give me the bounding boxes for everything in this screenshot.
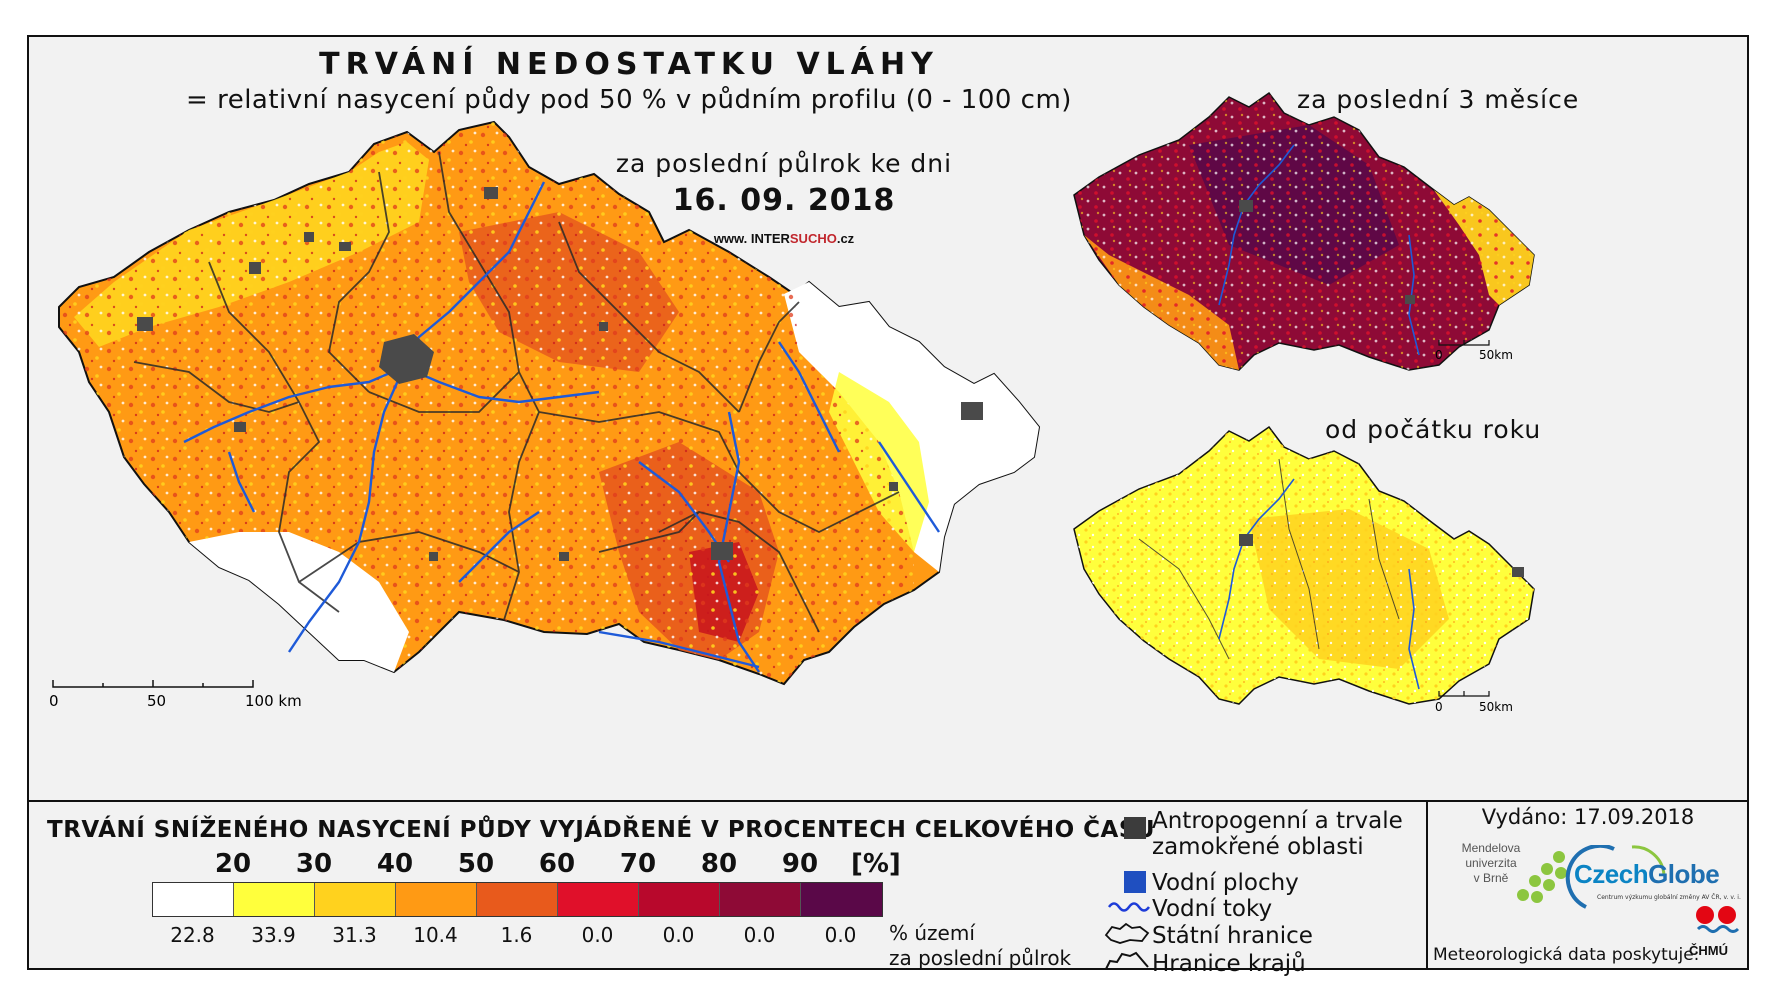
- legend-item-state-border: Státní hranice: [1152, 923, 1313, 949]
- meteo-credit: Meteorologická data poskytuje:: [1433, 945, 1700, 965]
- threshold-40: 40: [376, 849, 414, 879]
- issued-date: Vydáno: 17.09.2018: [1481, 805, 1695, 829]
- color-swatch-1: [153, 883, 234, 916]
- urban-areas: [137, 187, 983, 561]
- state-border-icon: [1104, 922, 1150, 944]
- region-border-icon: [1105, 951, 1149, 970]
- scale-label-50: 50: [147, 692, 166, 710]
- footer-divider: [1426, 800, 1428, 970]
- threshold-80: 80: [700, 849, 738, 879]
- mini-map-3m-title: za poslední 3 měsíce: [1297, 85, 1580, 114]
- percent-class-4: 10.4: [413, 923, 458, 947]
- percent-caption: % území za poslední půlrok: [889, 921, 1072, 970]
- scale-label-0: 0: [49, 692, 59, 710]
- legend-item-urban: Antropogenní a trvale zamokřené oblasti: [1152, 808, 1403, 860]
- color-swatch-2: [234, 883, 315, 916]
- threshold-50: 50: [457, 849, 495, 879]
- color-swatch-6: [558, 883, 639, 916]
- czechglobe-arc-icon: [1565, 845, 1666, 909]
- color-swatch-9: [801, 883, 882, 916]
- percent-class-8: 0.0: [743, 923, 776, 947]
- mini-3m-scale-50: 50km: [1479, 348, 1513, 362]
- threshold-30: 30: [295, 849, 333, 879]
- color-swatch-5: [477, 883, 558, 916]
- region-borders: [133, 151, 900, 633]
- mendel-logo-text: Mendelova univerzita v Brně: [1461, 841, 1521, 885]
- mini-map-3-months: 0 50km: [1073, 91, 1535, 371]
- legend-unit: [%]: [851, 849, 901, 879]
- color-swatch-4: [396, 883, 477, 916]
- mini-ytd-scale-0: 0: [1435, 700, 1443, 714]
- threshold-90: 90: [781, 849, 819, 879]
- scale-label-100: 100 km: [245, 692, 302, 710]
- percent-class-7: 0.0: [662, 923, 695, 947]
- website-link[interactable]: www. INTERSUCHO.cz: [713, 231, 855, 246]
- legend-item-water: Vodní plochy: [1152, 870, 1299, 896]
- map-subtitle: = relativní nasycení půdy pod 50 % v půd…: [186, 85, 1072, 115]
- legend-item-region-border: Hranice krajů: [1152, 951, 1306, 977]
- color-swatch-3: [315, 883, 396, 916]
- main-scale-bar: [52, 680, 254, 688]
- percent-class-6: 0.0: [581, 923, 614, 947]
- color-swatch-8: [720, 883, 801, 916]
- legend-title: TRVÁNÍ SNÍŽENÉHO NASYCENÍ PŮDY VYJÁDŘENÉ…: [47, 817, 1156, 843]
- mendel-dots-icon: [1517, 851, 1567, 903]
- czechglobe-logo: CzechGlobe: [1574, 859, 1720, 889]
- percent-class-1: 22.8: [170, 923, 215, 947]
- dark-square-icon: [1124, 817, 1146, 839]
- period-label: za poslední půlrok ke dni: [615, 149, 953, 178]
- czechglobe-tagline: Centrum výzkumu globální změny AV ČR, v.…: [1597, 894, 1741, 901]
- chmu-logo-icon: [1696, 906, 1740, 933]
- main-map: 0 50 100 km: [49, 120, 1041, 710]
- mini-map-ytd-title: od počátku roku: [1325, 415, 1542, 444]
- chmu-logo-text: ČHMÚ: [1689, 943, 1728, 958]
- percent-class-3: 31.3: [332, 923, 377, 947]
- mini-ytd-scale-50: 50km: [1479, 700, 1513, 714]
- legend-divider: [29, 800, 1747, 802]
- color-swatch-7: [639, 883, 720, 916]
- color-scale: [152, 882, 883, 917]
- percent-class-5: 1.6: [500, 923, 533, 947]
- map-title: TRVÁNÍ NEDOSTATKU VLÁHY: [319, 47, 939, 82]
- mini-map-year-to-date: 0 50km: [1073, 425, 1535, 714]
- threshold-70: 70: [619, 849, 657, 879]
- mini-3m-scale-0: 0: [1435, 348, 1443, 362]
- threshold-20: 20: [214, 849, 252, 879]
- map-date: 16. 09. 2018: [672, 183, 896, 218]
- percent-class-9: 0.0: [824, 923, 857, 947]
- blue-square-icon: [1124, 871, 1146, 893]
- rivers: [183, 181, 940, 673]
- legend-item-rivers: Vodní toky: [1152, 896, 1273, 922]
- threshold-60: 60: [538, 849, 576, 879]
- map-frame: TRVÁNÍ NEDOSTATKU VLÁHY = relativní nasy…: [27, 35, 1749, 977]
- wavy-line-icon: [1107, 902, 1151, 912]
- percent-class-2: 33.9: [251, 923, 296, 947]
